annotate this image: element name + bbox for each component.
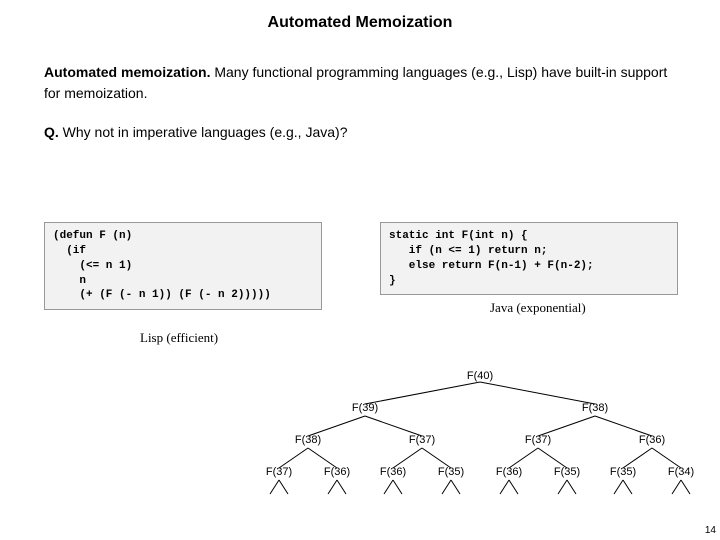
recursion-tree: F(40) F(39) F(38) F(38) F(37) F(37) F(36…	[250, 370, 710, 510]
q-label: Q.	[44, 124, 59, 140]
tree-node: F(36)	[639, 434, 665, 446]
tree-node: F(37)	[409, 434, 435, 446]
lisp-caption: Lisp (efficient)	[140, 330, 218, 346]
content-area: Automated memoization. Many functional p…	[0, 62, 720, 140]
java-caption: Java (exponential)	[490, 300, 586, 316]
tree-node: F(36)	[496, 466, 522, 478]
question: Q. Why not in imperative languages (e.g.…	[44, 124, 676, 140]
tree-node: F(34)	[668, 466, 694, 478]
lisp-code-box: (defun F (n) (if (<= n 1) n (+ (F (- n 1…	[44, 222, 322, 310]
tree-node: F(36)	[324, 466, 350, 478]
tree-node: F(38)	[295, 434, 321, 446]
tree-node: F(35)	[554, 466, 580, 478]
q-text: Why not in imperative languages (e.g., J…	[59, 124, 348, 140]
paragraph-1: Automated memoization. Many functional p…	[44, 62, 676, 104]
tree-node: F(39)	[352, 402, 378, 414]
tree-node: F(37)	[266, 466, 292, 478]
tree-node: F(35)	[610, 466, 636, 478]
page-number: 14	[705, 525, 716, 536]
slide-title: Automated Memoization	[0, 0, 720, 32]
tree-node: F(38)	[582, 402, 608, 414]
tree-node: F(40)	[467, 370, 493, 382]
java-code-box: static int F(int n) { if (n <= 1) return…	[380, 222, 678, 295]
tree-node: F(37)	[525, 434, 551, 446]
tree-node: F(35)	[438, 466, 464, 478]
tree-node: F(36)	[380, 466, 406, 478]
para-bold: Automated memoization.	[44, 64, 210, 80]
